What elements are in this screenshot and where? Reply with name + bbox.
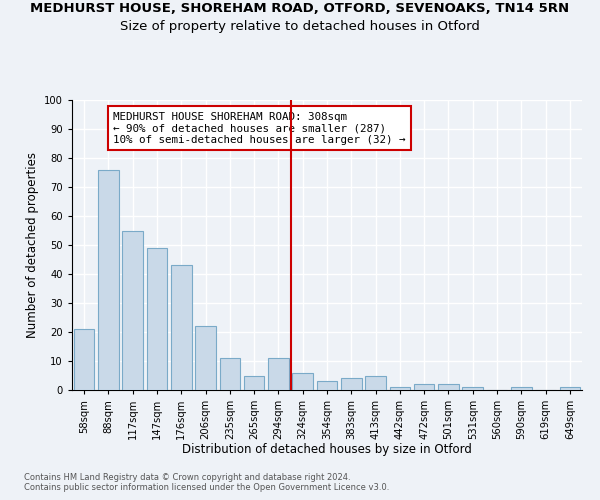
- Bar: [365, 376, 386, 390]
- Bar: [414, 384, 434, 390]
- Bar: [98, 170, 119, 390]
- Text: Contains HM Land Registry data © Crown copyright and database right 2024.: Contains HM Land Registry data © Crown c…: [24, 472, 350, 482]
- Bar: [511, 387, 532, 390]
- Text: MEDHURST HOUSE SHOREHAM ROAD: 308sqm
← 90% of detached houses are smaller (287)
: MEDHURST HOUSE SHOREHAM ROAD: 308sqm ← 9…: [113, 112, 406, 145]
- Bar: [171, 266, 191, 390]
- Bar: [292, 372, 313, 390]
- Bar: [317, 382, 337, 390]
- Text: Distribution of detached houses by size in Otford: Distribution of detached houses by size …: [182, 442, 472, 456]
- Text: Size of property relative to detached houses in Otford: Size of property relative to detached ho…: [120, 20, 480, 33]
- Bar: [560, 387, 580, 390]
- Bar: [146, 248, 167, 390]
- Y-axis label: Number of detached properties: Number of detached properties: [26, 152, 38, 338]
- Bar: [389, 387, 410, 390]
- Bar: [438, 384, 459, 390]
- Bar: [244, 376, 265, 390]
- Bar: [268, 358, 289, 390]
- Bar: [122, 230, 143, 390]
- Text: Contains public sector information licensed under the Open Government Licence v3: Contains public sector information licen…: [24, 482, 389, 492]
- Bar: [463, 387, 483, 390]
- Bar: [341, 378, 362, 390]
- Bar: [74, 329, 94, 390]
- Text: MEDHURST HOUSE, SHOREHAM ROAD, OTFORD, SEVENOAKS, TN14 5RN: MEDHURST HOUSE, SHOREHAM ROAD, OTFORD, S…: [31, 2, 569, 16]
- Bar: [220, 358, 240, 390]
- Bar: [195, 326, 216, 390]
